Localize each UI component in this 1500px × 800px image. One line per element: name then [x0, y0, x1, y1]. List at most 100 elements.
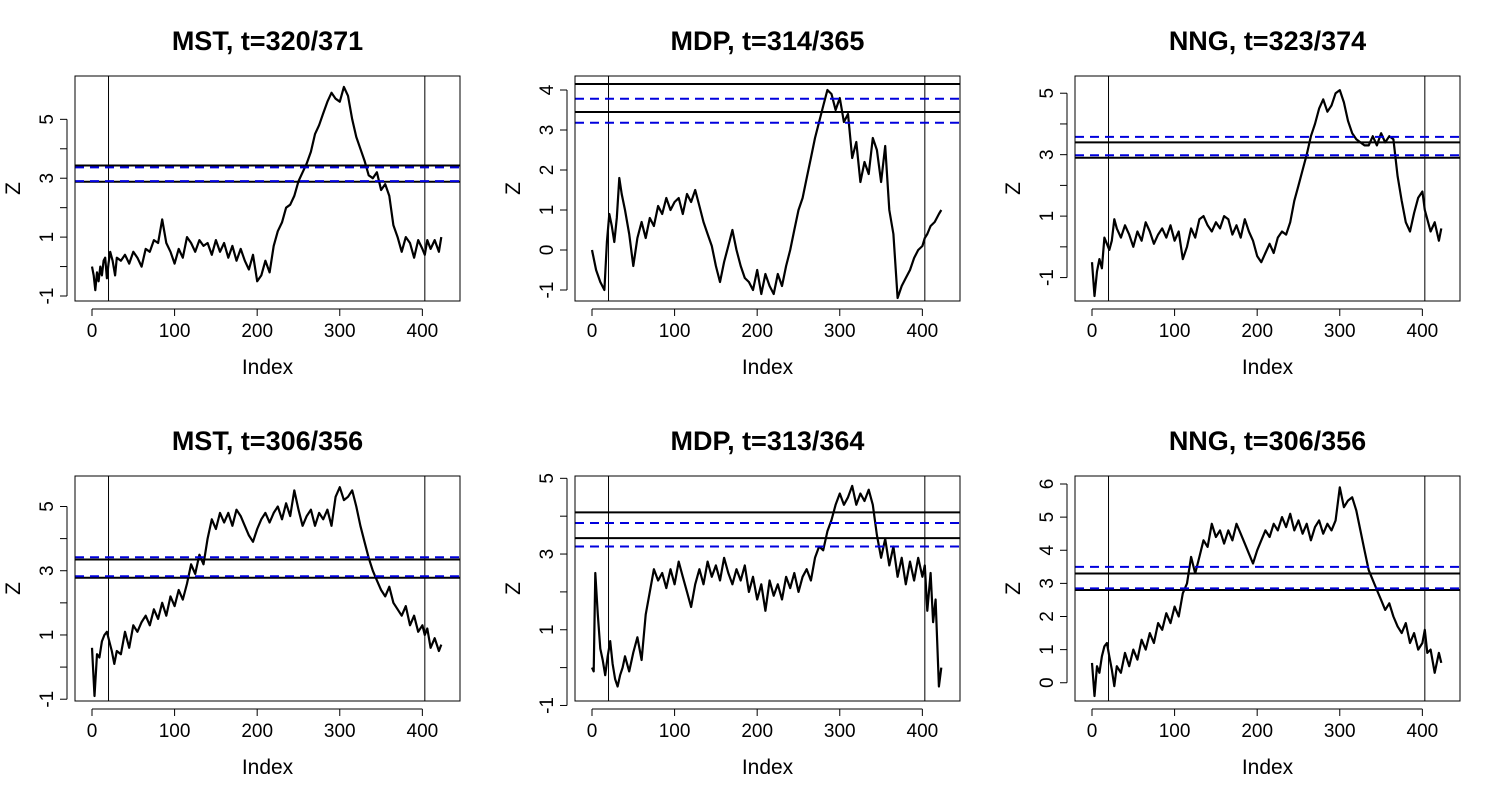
- y-tick-label: 1: [37, 232, 58, 243]
- panel-6: NNG, t=306/356 0 100 200 300 400 Index 0 1 2 3 4 5 6 Z: [1002, 426, 1461, 779]
- x-tick-label: 400: [1407, 721, 1439, 742]
- x-tick-label: 0: [87, 321, 98, 342]
- y-axis-label: Z: [1002, 182, 1025, 195]
- z-statistic-series-line: [590, 88, 943, 300]
- plot-frame: [74, 475, 461, 702]
- panel-title: MST, t=306/356: [172, 426, 363, 456]
- x-tick-label: 100: [159, 721, 191, 742]
- x-tick-label: 0: [587, 321, 598, 342]
- y-tick-label: 4: [537, 84, 558, 95]
- z-statistic-series-line: [90, 486, 443, 698]
- y-tick-label: 3: [537, 549, 558, 560]
- x-axis-label: Index: [742, 356, 794, 379]
- x-tick-label: 300: [824, 721, 856, 742]
- plot-frame: [574, 75, 961, 302]
- y-tick-label: 0: [1037, 677, 1058, 688]
- y-tick-label: 5: [37, 114, 58, 125]
- y-axis-label: Z: [2, 582, 25, 595]
- y-tick-label: -1: [37, 288, 58, 305]
- y-tick-label: -1: [537, 282, 558, 299]
- panel-title: NNG, t=306/356: [1169, 426, 1366, 456]
- panel-title: MST, t=320/371: [172, 26, 363, 56]
- plot-frame: [574, 475, 961, 702]
- y-tick-label: 3: [1037, 149, 1058, 160]
- y-tick-label: 6: [1037, 479, 1058, 490]
- y-tick-label: 5: [1037, 512, 1058, 523]
- plot-frame: [1074, 475, 1461, 702]
- x-tick-label: 0: [87, 721, 98, 742]
- panel-title: MDP, t=314/365: [671, 26, 865, 56]
- y-tick-label: -1: [537, 697, 558, 714]
- y-tick-label: -1: [37, 691, 58, 708]
- y-tick-label: 1: [537, 205, 558, 216]
- x-axis-label: Index: [1242, 356, 1294, 379]
- panel-title: NNG, t=323/374: [1169, 26, 1366, 56]
- y-tick-label: 1: [537, 624, 558, 635]
- x-tick-label: 300: [324, 721, 356, 742]
- y-tick-label: 1: [1037, 211, 1058, 222]
- plot-area: [575, 476, 960, 701]
- panel-3: NNG, t=323/374 0 100 200 300 400 Index -1 1 3 5 Z: [1002, 26, 1461, 379]
- y-tick-label: 5: [537, 473, 558, 484]
- y-tick-label: 2: [537, 165, 558, 176]
- plot-area: [75, 76, 460, 301]
- y-tick-label: 3: [37, 173, 58, 184]
- panel-4: MST, t=306/356 0 100 200 300 400 Index -1 1 3 5 Z: [2, 426, 461, 779]
- x-tick-label: 100: [659, 721, 691, 742]
- y-tick-label: 1: [37, 630, 58, 641]
- x-tick-label: 300: [1324, 321, 1356, 342]
- y-tick-label: 5: [37, 501, 58, 512]
- x-tick-label: 400: [907, 321, 939, 342]
- y-tick-label: 4: [1037, 545, 1058, 556]
- y-tick-label: 3: [537, 125, 558, 136]
- y-axis-label: Z: [2, 182, 25, 195]
- panel-5: MDP, t=313/364 0 100 200 300 400 Index -1 1 3 5 Z: [502, 426, 961, 779]
- plot-area: [1075, 76, 1460, 301]
- y-tick-label: -1: [1037, 269, 1058, 286]
- plot-area: [75, 476, 460, 701]
- y-axis-label: Z: [502, 182, 525, 195]
- x-axis-label: Index: [1242, 756, 1294, 779]
- panel-2: MDP, t=314/365 0 100 200 300 400 Index -1 0 1 2 3 4 Z: [502, 26, 961, 379]
- panel-1: MST, t=320/371 0 100 200 300 400 Index -1 1 3 5 Z: [2, 26, 461, 379]
- x-axis-label: Index: [742, 756, 794, 779]
- panel-title: MDP, t=313/364: [671, 426, 865, 456]
- y-tick-label: 0: [537, 245, 558, 256]
- x-tick-label: 0: [587, 721, 598, 742]
- x-tick-label: 0: [1087, 721, 1098, 742]
- plot-area: [575, 76, 960, 301]
- y-axis-label: Z: [1002, 582, 1025, 595]
- x-tick-label: 0: [1087, 321, 1098, 342]
- y-tick-label: 3: [37, 565, 58, 576]
- y-tick-label: 2: [1037, 611, 1058, 622]
- x-axis-label: Index: [242, 756, 294, 779]
- plot-frame: [74, 75, 461, 302]
- y-tick-label: 5: [1037, 88, 1058, 99]
- x-tick-label: 100: [159, 321, 191, 342]
- x-tick-label: 400: [407, 321, 439, 342]
- x-tick-label: 200: [1241, 721, 1273, 742]
- x-tick-label: 200: [741, 721, 773, 742]
- y-axis-label: Z: [502, 582, 525, 595]
- z-statistic-series-line: [1090, 88, 1443, 298]
- x-tick-label: 300: [1324, 721, 1356, 742]
- x-tick-label: 300: [324, 321, 356, 342]
- z-statistic-series-line: [1090, 486, 1443, 698]
- plot-frame: [1074, 75, 1461, 302]
- x-tick-label: 300: [824, 321, 856, 342]
- x-tick-label: 200: [741, 321, 773, 342]
- y-tick-label: 1: [1037, 644, 1058, 655]
- x-tick-label: 100: [1159, 321, 1191, 342]
- y-tick-label: 3: [1037, 578, 1058, 589]
- z-statistic-series-line: [590, 484, 943, 688]
- plot-area: [1075, 476, 1460, 701]
- x-tick-label: 400: [1407, 321, 1439, 342]
- x-tick-label: 200: [1241, 321, 1273, 342]
- x-tick-label: 100: [1159, 721, 1191, 742]
- x-tick-label: 200: [241, 321, 273, 342]
- z-statistic-series-line: [90, 85, 443, 292]
- x-tick-label: 400: [907, 721, 939, 742]
- x-tick-label: 400: [407, 721, 439, 742]
- x-tick-label: 100: [659, 321, 691, 342]
